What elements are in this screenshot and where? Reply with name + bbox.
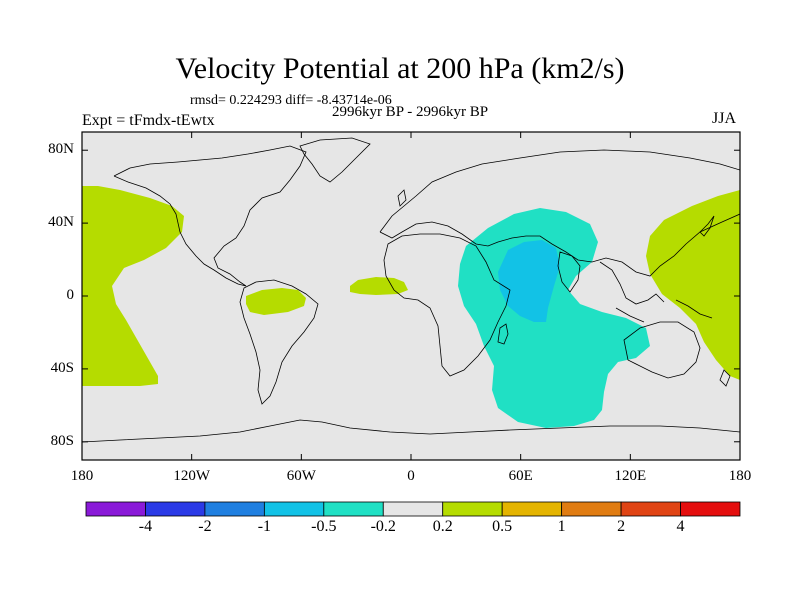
lat-tick-label: 80N	[48, 141, 74, 158]
antarctica-coast	[82, 419, 740, 443]
colorbar-swatch	[442, 501, 503, 517]
lon-tick-label: 180	[728, 468, 752, 484]
colorbar	[85, 501, 741, 517]
greenland-coast	[299, 137, 371, 183]
colorbar-swatch	[263, 501, 325, 517]
axis-ticks	[81, 132, 741, 460]
plot-background	[82, 132, 740, 460]
lon-tick-label: 120W	[173, 468, 210, 484]
colorbar-label: 0.5	[492, 518, 513, 535]
colorbar-swatch	[323, 501, 384, 517]
colorbar-label: 1	[557, 518, 566, 535]
colorbar-label: 0.2	[432, 518, 453, 535]
contour-tropical-atlantic	[350, 277, 408, 295]
lon-tick-label: 60E	[508, 468, 533, 484]
eurasia-coast	[379, 149, 740, 277]
contour-west-pacific	[646, 190, 740, 380]
india-coast	[557, 251, 581, 293]
stats-line: rmsd= 0.224293 diff= -8.43714e-06	[190, 93, 392, 108]
colorbar-label: -1	[257, 518, 272, 535]
lon-tick-label: 180	[70, 468, 94, 484]
uk-coast	[397, 189, 407, 207]
contour-arabian-sea	[498, 240, 560, 322]
colorbar-label: -2	[198, 518, 212, 535]
colorbar-swatch	[561, 501, 622, 517]
colorbar-swatch	[680, 501, 741, 517]
lon-tick-label: 60W	[286, 468, 316, 484]
colorbar-swatch	[85, 501, 146, 517]
contour-pacific-west	[82, 186, 184, 386]
colorbar-label: 2	[617, 518, 626, 535]
australia-coast	[623, 321, 701, 379]
lat-tick-label: 40S	[50, 359, 74, 376]
colorbar-label: 4	[676, 518, 685, 535]
madagascar-coast	[497, 323, 509, 345]
colorbar-label: -4	[138, 518, 153, 535]
colorbar-swatch	[145, 501, 206, 517]
south-america-coast	[239, 279, 319, 405]
colorbar-swatch	[620, 501, 681, 517]
new-zealand-coast	[719, 369, 731, 387]
southeast-asia-coast	[599, 261, 713, 323]
lat-tick-label: 0	[66, 287, 75, 303]
season-label: JJA	[712, 110, 737, 127]
colorbar-label: -0.5	[311, 518, 337, 535]
japan-coast	[699, 215, 715, 237]
lat-tick-label: 40N	[48, 214, 74, 231]
colorbar-swatch	[204, 501, 265, 517]
lon-tick-label: 0	[407, 468, 415, 484]
north-america-coast	[113, 145, 307, 287]
colorbar-swatch	[501, 501, 563, 517]
lon-tick-label: 120E	[614, 468, 647, 484]
period-label: 2996kyr BP - 2996kyr BP	[331, 104, 489, 120]
coastlines	[82, 137, 740, 443]
experiment-label: Expt = tFmdx-tEwtx	[82, 112, 215, 129]
colorbar-label: -0.2	[370, 518, 396, 535]
lat-tick-label: 80S	[50, 432, 74, 449]
africa-coast	[383, 233, 511, 377]
colorbar-swatch	[382, 501, 444, 517]
contour-south-america	[246, 288, 306, 315]
chart-title: Velocity Potential at 200 hPa (km2/s)	[175, 52, 625, 85]
